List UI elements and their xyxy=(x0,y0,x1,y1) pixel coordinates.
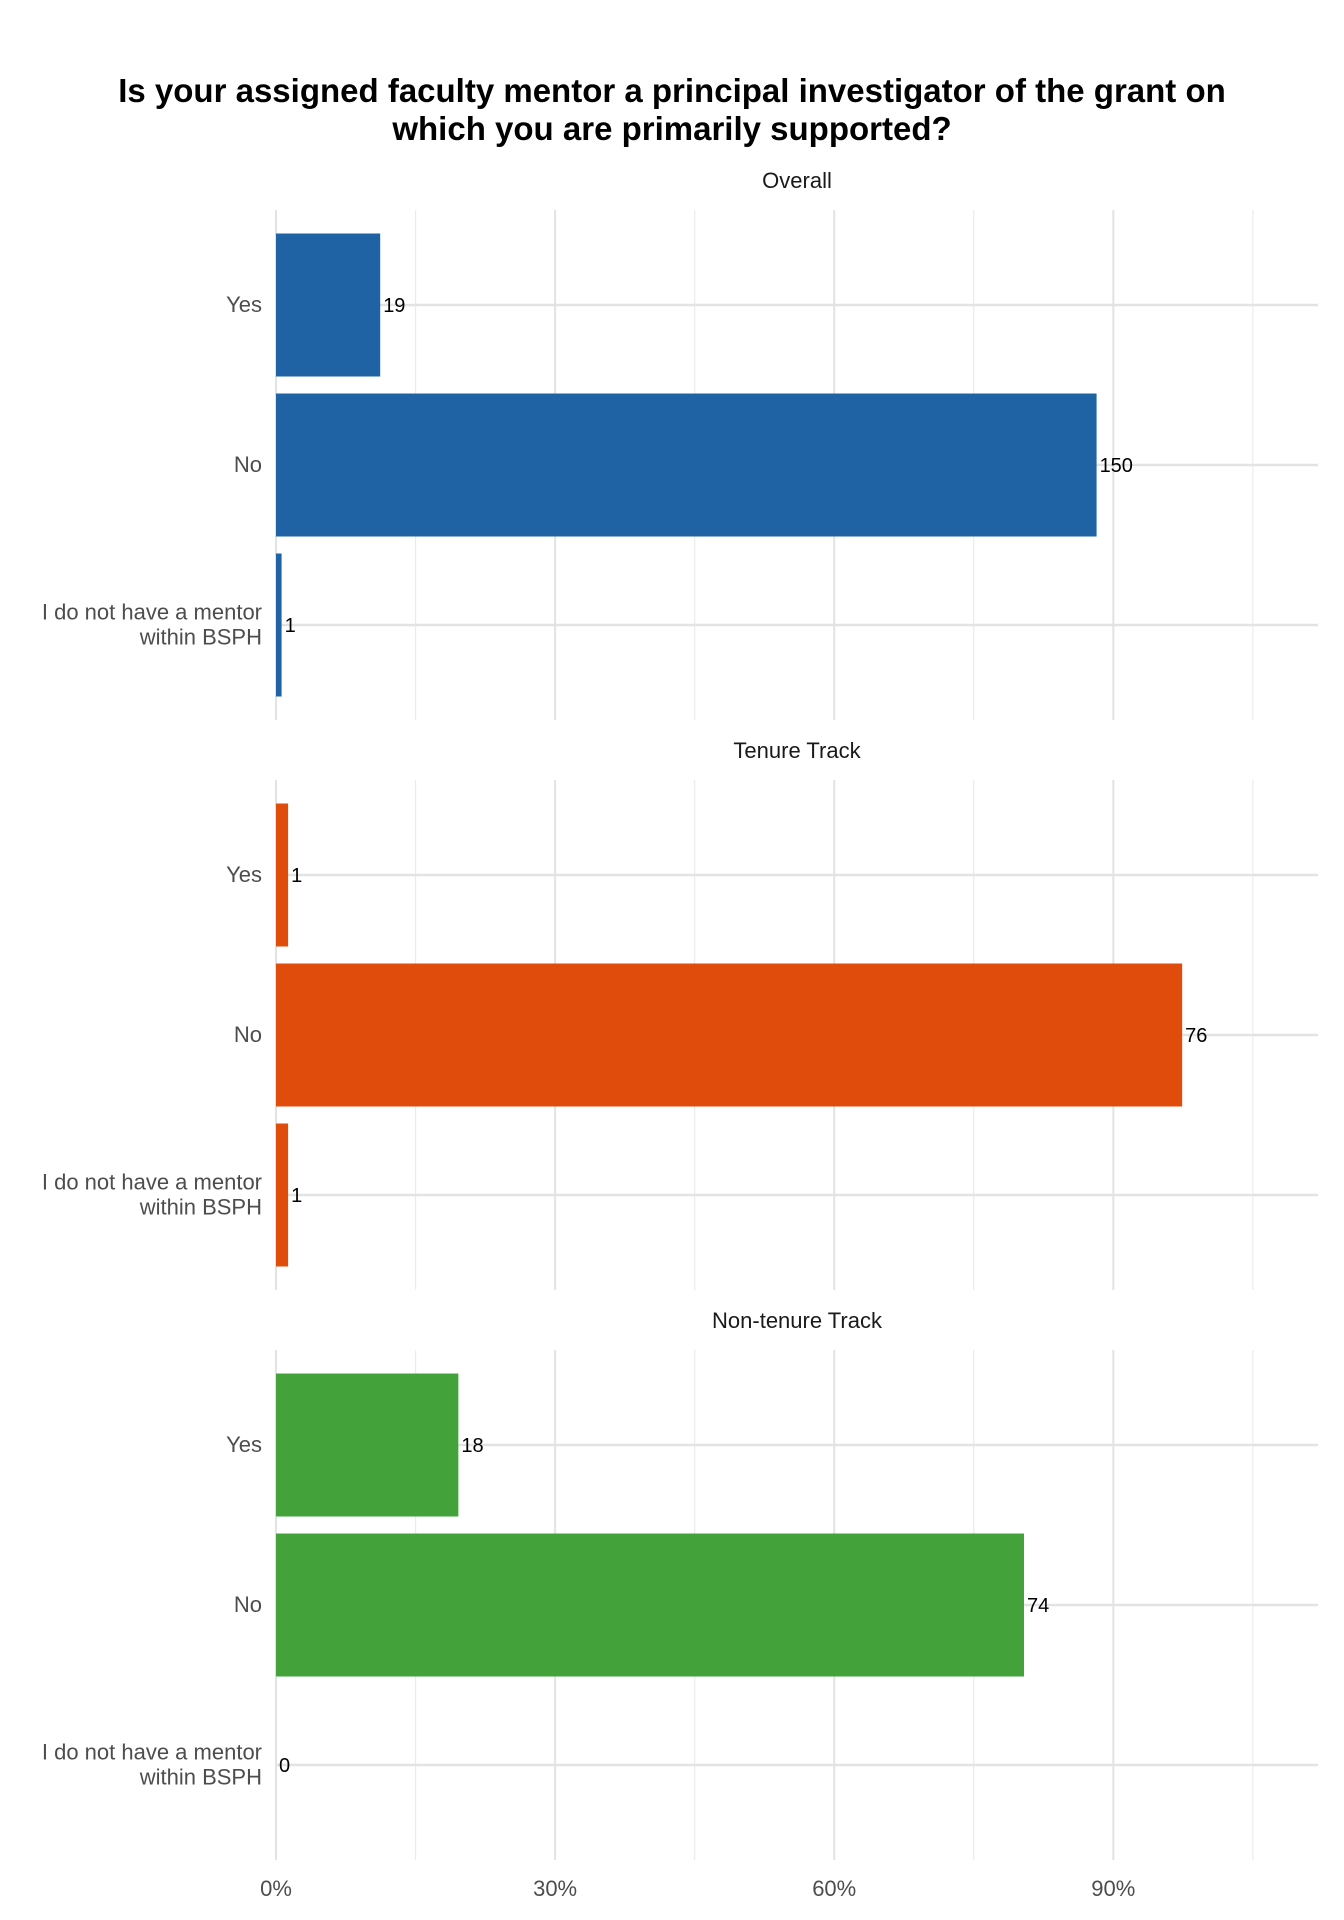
x-tick-label: 60% xyxy=(812,1876,856,1901)
category-label: I do not have a mentor xyxy=(42,1170,262,1195)
category-label: within BSPH xyxy=(139,625,262,650)
bar-value-label: 1 xyxy=(291,1185,302,1207)
category-label: Yes xyxy=(226,862,262,887)
x-tick-label: 30% xyxy=(533,1876,577,1901)
category-label: within BSPH xyxy=(139,1195,262,1220)
category-label: No xyxy=(234,1022,262,1047)
category-label: Yes xyxy=(226,1432,262,1457)
facet-label: Non-tenure Track xyxy=(712,1308,883,1333)
bar-value-label: 1 xyxy=(291,865,302,887)
bar xyxy=(276,553,282,697)
bar-value-label: 0 xyxy=(279,1755,290,1777)
bar-value-label: 74 xyxy=(1027,1595,1049,1617)
bar xyxy=(276,233,381,377)
category-label: I do not have a mentor xyxy=(42,1740,262,1765)
bar xyxy=(276,803,289,947)
category-label: Yes xyxy=(226,292,262,317)
chart-title: Is your assigned faculty mentor a princi… xyxy=(118,72,1226,147)
x-tick-label: 0% xyxy=(260,1876,292,1901)
facet-label: Tenure Track xyxy=(733,738,861,763)
category-label: No xyxy=(234,1592,262,1617)
bar-value-label: 150 xyxy=(1100,455,1133,477)
bar-value-label: 76 xyxy=(1185,1025,1207,1047)
bar-value-label: 18 xyxy=(461,1435,483,1457)
bar-value-label: 1 xyxy=(285,615,296,637)
bar xyxy=(276,1373,459,1517)
bar xyxy=(276,393,1097,537)
bar-value-label: 19 xyxy=(383,295,405,317)
category-label: I do not have a mentor xyxy=(42,600,262,625)
category-label: within BSPH xyxy=(139,1765,262,1790)
bar xyxy=(276,963,1183,1107)
category-label: No xyxy=(234,452,262,477)
x-tick-label: 90% xyxy=(1091,1876,1135,1901)
bar xyxy=(276,1123,289,1267)
bar xyxy=(276,1533,1025,1677)
facet-label: Overall xyxy=(762,168,832,193)
